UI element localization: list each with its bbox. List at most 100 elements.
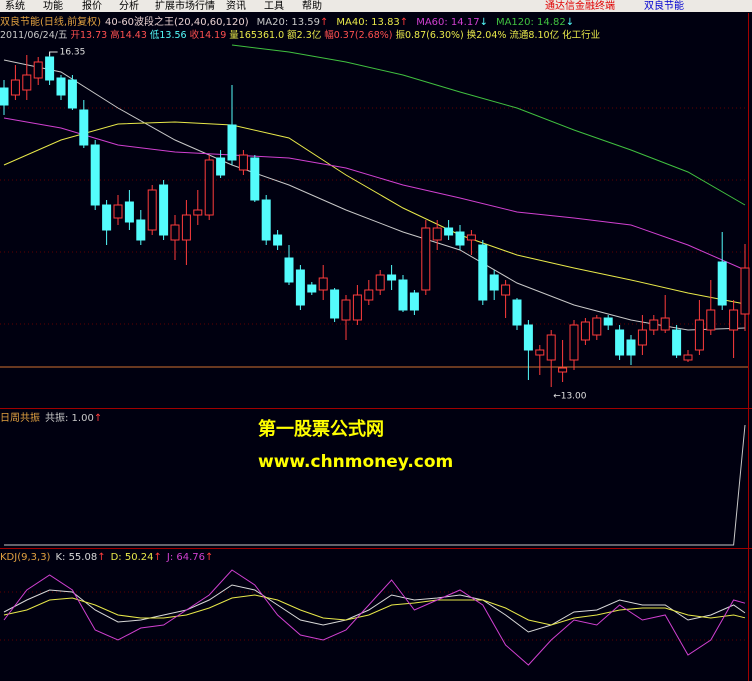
candle-body <box>341 299 351 321</box>
indicator-line <box>3 584 746 633</box>
panel-title: KDJ(9,3,3) <box>0 552 51 563</box>
price-annotation: 16.35 <box>60 48 86 58</box>
candle-body <box>421 227 431 291</box>
candle-body <box>295 269 305 306</box>
candle-body <box>615 329 625 356</box>
brand: 通达信金融终端 <box>545 0 615 12</box>
candle-body <box>238 154 248 171</box>
panel-title: 日周共振 <box>0 411 40 424</box>
candle-body <box>478 244 488 301</box>
candle-body <box>398 279 408 311</box>
menu-item[interactable]: 分析 <box>119 0 139 12</box>
quote-line: 2011/06/24/五 开13.73 高14.43 低13.56 收14.19 量165… <box>0 29 600 41</box>
candle-body <box>546 334 556 361</box>
menu-item[interactable]: 功能 <box>43 0 63 12</box>
candle-body <box>455 231 465 246</box>
candle-body <box>10 79 20 96</box>
candle-body <box>45 56 55 81</box>
quote-field: 换2.04% <box>467 29 507 41</box>
series-readout: MA40: 13.83 <box>336 17 399 28</box>
quote-field: 收14.19 <box>190 29 227 41</box>
menu-item[interactable]: 帮助 <box>302 0 322 12</box>
series-arrow: ↑ <box>400 17 408 28</box>
candle-body <box>706 309 716 331</box>
quote-field: 幅0.37(2.68%) <box>324 29 392 41</box>
annotation-leader <box>49 51 58 56</box>
candle-body <box>432 227 442 241</box>
candle-body <box>558 367 568 373</box>
candle-body <box>364 289 374 301</box>
grid <box>0 107 748 641</box>
menu-item[interactable]: 工具 <box>264 0 284 12</box>
legend: KDJ(9,3,3) K: 55.08↑ D: 50.24↑ J: 64.76↑ <box>0 552 213 563</box>
candle-body <box>250 157 260 201</box>
menu-item[interactable]: 扩展市场行情 <box>155 0 215 12</box>
menu-item[interactable]: 资讯 <box>226 0 246 12</box>
indicator-line <box>231 44 746 206</box>
menu-item[interactable]: 报价 <box>82 0 102 12</box>
legend: 日周共振 共振: 1.00↑ <box>0 411 102 424</box>
candle-body <box>0 87 9 106</box>
candle-body <box>466 234 476 241</box>
quote-field: 化工行业 <box>562 29 600 41</box>
series-readout: MA120: 14.82 <box>496 17 566 28</box>
series-readout: J: 64.76 <box>166 552 205 563</box>
candle-body <box>672 329 682 356</box>
candle-body <box>592 317 602 336</box>
candle-body <box>22 74 32 91</box>
candle-body <box>193 209 203 216</box>
series-readout: K: 55.08 <box>55 552 97 563</box>
candle-body <box>489 274 499 291</box>
candle-body <box>535 349 545 356</box>
quote-field: 2011/06/24/五 <box>0 30 67 41</box>
watermark: www.chnmoney.com <box>258 452 453 472</box>
candle-body <box>387 274 397 281</box>
candle-body <box>261 199 271 241</box>
candle-body <box>523 324 533 351</box>
series-arrow: ↓ <box>566 17 574 28</box>
candle-body <box>637 329 647 346</box>
indicator-line <box>4 424 746 546</box>
quote-field: 振0.87(6.30%) <box>395 29 463 41</box>
quote-field: 流通8.10亿 <box>509 29 559 41</box>
menu-item[interactable]: 系统 <box>5 0 25 12</box>
candle-body <box>159 184 169 236</box>
candle-body <box>307 284 317 293</box>
series-readout: 共振: 1.00 <box>45 411 94 424</box>
quote-field: 开13.73 <box>70 30 107 41</box>
candle-body <box>90 144 100 206</box>
indicator-name: 40-60波段之王(20,40,60,120) <box>105 15 249 28</box>
candle-body <box>409 292 419 311</box>
indicator-line <box>3 569 746 666</box>
menu: 通达信金融终端 双良节能 系统 功能 报价 分析 扩展市场行情 资讯 工具 帮助 <box>5 0 684 12</box>
candle-body <box>740 267 750 315</box>
indicator-line <box>3 594 746 626</box>
candle-body <box>375 274 385 291</box>
indicator-line <box>3 59 746 331</box>
candle-body <box>79 109 89 146</box>
candle-body <box>729 309 739 331</box>
candle-body <box>444 227 454 236</box>
candle-body <box>352 294 362 321</box>
candle-body <box>181 214 191 241</box>
candle-body <box>501 284 511 296</box>
candle-body <box>204 159 214 216</box>
series-arrow: ↑ <box>153 552 161 563</box>
indicator-line <box>3 117 746 271</box>
candle-body <box>649 319 659 331</box>
candle-body <box>67 79 77 109</box>
series-arrow: ↓ <box>480 17 488 28</box>
quote-field: 高14.43 <box>110 29 147 41</box>
quote-field: 量165361.0 <box>229 30 284 41</box>
candle-body <box>147 189 157 231</box>
series-readout: D: 50.24 <box>111 552 154 563</box>
series-arrow: ↑ <box>320 17 328 28</box>
candle-body <box>660 317 670 331</box>
indicator-line <box>3 121 746 305</box>
quote-field: 额2.3亿 <box>287 29 321 41</box>
quote-field: 低13.56 <box>150 29 187 41</box>
candle-body <box>694 319 704 351</box>
watermark: 第一股票公式网 <box>258 418 384 440</box>
